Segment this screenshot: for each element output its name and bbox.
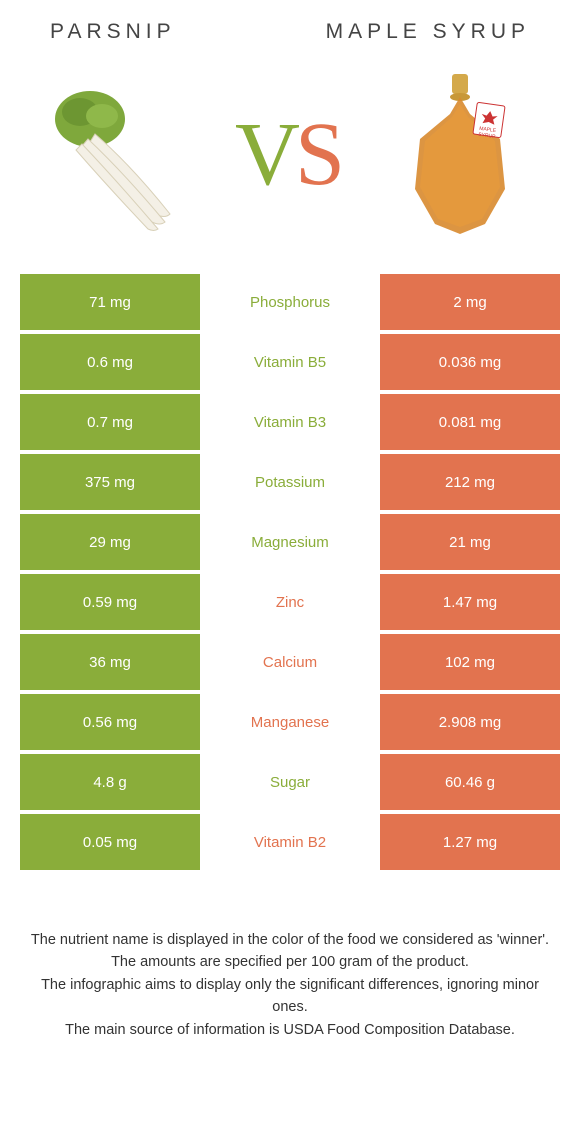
nutrient-row: 4.8 gSugar60.46 g [20,754,560,810]
footer-text: The nutrient name is displayed in the co… [0,874,580,1041]
right-value: 60.46 g [380,754,560,810]
nutrient-row: 0.56 mgManganese2.908 mg [20,694,560,750]
nutrient-name: Sugar [200,754,380,810]
left-value: 36 mg [20,634,200,690]
footer-line: The main source of information is USDA F… [25,1019,555,1041]
right-value: 212 mg [380,454,560,510]
nutrient-row: 71 mgPhosphorus2 mg [20,274,560,330]
nutrient-row: 0.05 mgVitamin B21.27 mg [20,814,560,870]
right-value: 0.036 mg [380,334,560,390]
vs-v: V [235,103,300,206]
vs-s: S [295,103,345,206]
right-value: 2 mg [380,274,560,330]
left-value: 29 mg [20,514,200,570]
right-value: 21 mg [380,514,560,570]
nutrient-table: 71 mgPhosphorus2 mg0.6 mgVitamin B50.036… [0,274,580,870]
maple-syrup-image: MAPLE SYRUP [380,69,540,239]
left-value: 71 mg [20,274,200,330]
left-value: 4.8 g [20,754,200,810]
right-value: 1.47 mg [380,574,560,630]
nutrient-row: 0.6 mgVitamin B50.036 mg [20,334,560,390]
nutrient-row: 36 mgCalcium102 mg [20,634,560,690]
footer-line: The amounts are specified per 100 gram o… [25,951,555,973]
nutrient-name: Vitamin B3 [200,394,380,450]
left-value: 0.59 mg [20,574,200,630]
left-value: 0.6 mg [20,334,200,390]
left-value: 375 mg [20,454,200,510]
nutrient-name: Zinc [200,574,380,630]
nutrient-row: 0.7 mgVitamin B30.081 mg [20,394,560,450]
header: PARSNIP MAPLE SYRUP [0,0,580,54]
right-value: 0.081 mg [380,394,560,450]
nutrient-row: 29 mgMagnesium21 mg [20,514,560,570]
right-value: 102 mg [380,634,560,690]
nutrient-name: Magnesium [200,514,380,570]
parsnip-image [40,69,200,239]
left-value: 0.05 mg [20,814,200,870]
right-value: 1.27 mg [380,814,560,870]
nutrient-row: 375 mgPotassium212 mg [20,454,560,510]
left-value: 0.7 mg [20,394,200,450]
title-right: MAPLE SYRUP [326,20,530,44]
footer-line: The infographic aims to display only the… [25,974,555,1019]
nutrient-name: Calcium [200,634,380,690]
right-value: 2.908 mg [380,694,560,750]
nutrient-name: Potassium [200,454,380,510]
images-row: VS MAPLE SYRUP [0,54,580,274]
vs-label: VS [235,103,345,206]
left-value: 0.56 mg [20,694,200,750]
footer-line: The nutrient name is displayed in the co… [25,929,555,951]
nutrient-name: Vitamin B5 [200,334,380,390]
nutrient-name: Vitamin B2 [200,814,380,870]
nutrient-row: 0.59 mgZinc1.47 mg [20,574,560,630]
nutrient-name: Phosphorus [200,274,380,330]
title-left: PARSNIP [50,20,176,44]
nutrient-name: Manganese [200,694,380,750]
